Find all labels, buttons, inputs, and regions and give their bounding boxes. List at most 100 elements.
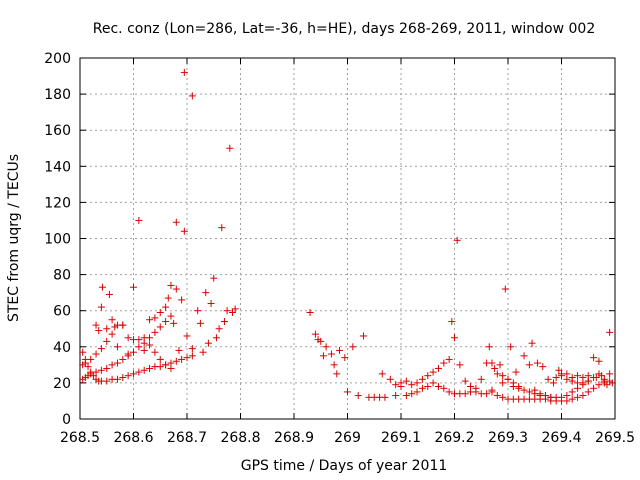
data-point [568, 388, 576, 396]
data-point [445, 355, 453, 363]
data-point [448, 318, 456, 326]
data-point [429, 368, 437, 376]
data-point [595, 357, 603, 365]
data-point [215, 325, 223, 333]
x-tick-label: 269.2 [434, 430, 474, 446]
data-point [413, 388, 421, 396]
y-tick-label: 20 [53, 376, 71, 392]
data-point [156, 363, 164, 371]
data-point [456, 361, 464, 369]
data-point [151, 348, 159, 356]
x-tick-label: 268.7 [167, 430, 207, 446]
data-point [555, 366, 563, 374]
data-point [92, 321, 100, 329]
data-point [194, 307, 202, 315]
data-point [579, 392, 587, 400]
data-point [319, 352, 327, 360]
data-point [105, 290, 113, 298]
data-point [512, 368, 520, 376]
data-point [539, 363, 547, 371]
data-point [408, 390, 416, 398]
data-point [223, 307, 231, 315]
data-point [175, 346, 183, 354]
data-point [491, 364, 499, 372]
data-point [103, 377, 111, 385]
data-point [226, 144, 234, 152]
data-point [170, 319, 178, 327]
data-point [183, 332, 191, 340]
data-point [162, 361, 170, 369]
data-point [220, 318, 228, 326]
data-point [81, 359, 89, 367]
grid [80, 58, 615, 419]
axis-ticks: 268.5 268.6 268.7 268.8 268.9 269 269.1 269.2 26… [44, 51, 635, 446]
data-point [119, 321, 127, 329]
data-point [413, 379, 421, 387]
data-point [113, 375, 121, 383]
data-point [212, 334, 220, 342]
data-point [558, 370, 565, 378]
data-point [451, 334, 458, 342]
data-point [496, 361, 504, 369]
data-point [378, 370, 386, 378]
data-point [418, 375, 426, 383]
data-point [483, 390, 491, 398]
data-point [418, 384, 426, 392]
data-point [228, 309, 236, 317]
data-point [188, 352, 196, 360]
data-point [156, 355, 164, 363]
data-point [381, 393, 389, 401]
data-point [108, 330, 116, 338]
data-point [461, 390, 469, 398]
data-point [499, 379, 507, 387]
data-point [146, 341, 154, 349]
data-point [204, 339, 212, 347]
data-point [552, 373, 560, 381]
data-point [453, 236, 461, 244]
y-tick-label: 180 [44, 87, 71, 103]
x-tick-label: 269.5 [595, 430, 635, 446]
data-point [533, 359, 541, 367]
data-point [592, 373, 600, 381]
data-point [188, 92, 196, 100]
data-point [477, 375, 485, 383]
y-tick-label: 160 [44, 123, 71, 139]
data-point [311, 330, 319, 338]
data-point [98, 283, 106, 291]
data-point [172, 357, 180, 365]
data-point [330, 361, 338, 369]
data-point [584, 388, 592, 396]
data-point [603, 381, 611, 389]
data-point [549, 379, 557, 387]
data-point [111, 323, 119, 331]
data-point [231, 305, 239, 313]
data-point [108, 316, 116, 324]
data-point [461, 377, 469, 385]
data-point [408, 381, 416, 389]
data-point [386, 375, 394, 383]
data-point [584, 372, 592, 380]
data-point [167, 364, 175, 372]
data-point [507, 343, 515, 351]
data-point [103, 364, 111, 372]
data-point [520, 386, 528, 394]
data-point [472, 384, 480, 392]
data-point [335, 346, 343, 354]
y-tick-label: 80 [53, 268, 71, 284]
data-point [178, 355, 186, 363]
data-point [97, 366, 105, 374]
x-tick-label: 268.8 [220, 430, 260, 446]
data-point [103, 337, 111, 345]
data-point [499, 372, 507, 380]
data-point [172, 285, 180, 293]
x-tick-label: 269.1 [381, 430, 421, 446]
data-point [135, 368, 143, 376]
data-point [493, 392, 501, 400]
data-point [541, 392, 549, 400]
data-point [397, 379, 405, 387]
data-point [317, 337, 325, 345]
data-point [87, 355, 95, 363]
data-point [92, 368, 100, 376]
data-point [327, 350, 335, 358]
